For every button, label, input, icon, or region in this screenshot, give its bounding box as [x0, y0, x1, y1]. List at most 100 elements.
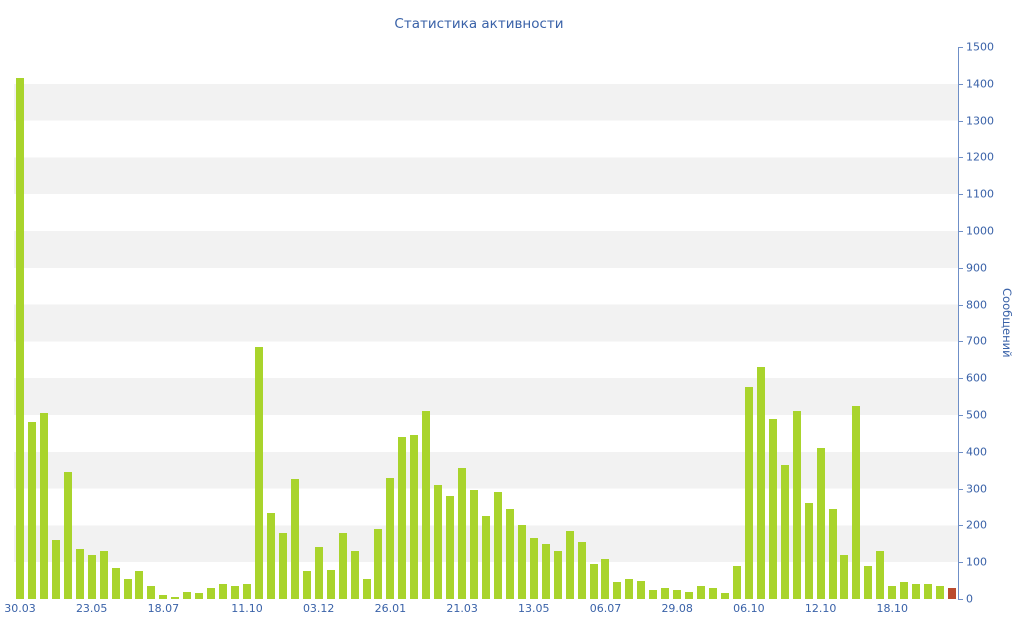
y-tick-label: 300 — [966, 482, 987, 496]
bar — [900, 582, 909, 599]
bar — [278, 533, 287, 599]
bar — [697, 586, 706, 599]
y-tick-label: 700 — [966, 334, 987, 348]
bar — [649, 590, 658, 599]
x-tick-label: 26.01 — [374, 602, 407, 615]
bar — [195, 593, 204, 599]
bar — [219, 584, 228, 599]
y-tick-mark — [959, 562, 963, 564]
bar — [326, 570, 335, 599]
bar — [637, 581, 646, 599]
bar — [924, 584, 933, 599]
y-tick-mark — [959, 120, 963, 122]
y-tick-mark — [959, 599, 963, 600]
bar — [51, 540, 60, 599]
y-tick-mark — [959, 194, 963, 196]
bar — [434, 485, 443, 599]
bar — [410, 435, 419, 599]
y-tick-label: 1500 — [966, 40, 994, 54]
bar — [804, 503, 813, 599]
bar — [123, 579, 132, 599]
chart-title: Статистика активности — [394, 16, 564, 32]
x-tick-label: 29.08 — [661, 602, 693, 615]
bar — [756, 367, 765, 599]
bar — [876, 551, 885, 599]
bar — [75, 549, 84, 599]
bar — [470, 490, 479, 599]
y-tick-label: 500 — [966, 408, 987, 422]
y-tick-mark — [959, 378, 963, 380]
bar — [840, 555, 849, 599]
bar — [661, 588, 670, 599]
y-tick-label: 100 — [966, 555, 987, 569]
bar — [577, 542, 586, 599]
bar — [446, 496, 455, 599]
bar — [338, 533, 347, 599]
bar — [314, 547, 323, 599]
y-tick-label: 1200 — [966, 150, 994, 164]
x-tick-label: 18.10 — [876, 602, 909, 615]
y-tick-label: 800 — [966, 298, 987, 312]
x-tick-label: 21.03 — [446, 602, 478, 615]
bar — [243, 584, 251, 599]
bar — [27, 422, 36, 599]
bar — [625, 579, 634, 599]
bar — [768, 419, 777, 599]
bar — [517, 525, 526, 599]
y-tick-mark — [959, 231, 963, 232]
bar — [493, 492, 502, 599]
bar — [709, 588, 718, 599]
bar — [529, 538, 538, 599]
bar — [888, 586, 897, 599]
bar — [183, 592, 192, 599]
bar — [816, 448, 825, 599]
bar — [685, 592, 694, 599]
bar — [541, 544, 550, 599]
y-tick-label: 1400 — [966, 77, 994, 91]
bar — [732, 566, 741, 599]
y-tick-mark — [959, 83, 963, 85]
bar — [111, 568, 120, 599]
bar — [673, 590, 682, 599]
y-tick-mark — [959, 525, 963, 527]
bar — [135, 571, 144, 599]
bar — [39, 413, 48, 599]
y-tick-label: 900 — [966, 261, 987, 275]
y-tick-mark — [959, 488, 963, 490]
bar — [147, 586, 156, 599]
bar — [780, 465, 789, 599]
x-tick-label: 23.05 — [75, 602, 108, 615]
y-tick-label: 1300 — [966, 114, 994, 128]
bar — [422, 411, 431, 599]
bar — [15, 78, 24, 599]
x-tick-label: 12.10 — [804, 602, 837, 615]
x-tick-label: 06.07 — [589, 602, 622, 615]
bar — [948, 588, 957, 599]
bar — [505, 509, 514, 599]
x-tick-label: 11.10 — [231, 602, 263, 615]
bar — [398, 437, 407, 599]
bar — [744, 387, 753, 599]
y-tick-label: 200 — [966, 518, 987, 532]
bar — [482, 516, 490, 599]
bar — [553, 551, 562, 599]
y-tick-mark — [959, 267, 963, 269]
bar — [386, 478, 395, 599]
bar — [254, 347, 263, 599]
y-tick-mark — [959, 157, 963, 159]
y-tick-mark — [959, 47, 963, 48]
x-tick-label: 30.03 — [4, 602, 36, 615]
bar — [350, 551, 359, 599]
y-tick-mark — [959, 451, 963, 453]
bar — [231, 586, 240, 599]
bar — [936, 586, 945, 599]
y-tick-label: 0 — [966, 592, 973, 606]
x-tick-label: 13.05 — [518, 602, 550, 615]
bar — [99, 551, 108, 599]
bar — [792, 411, 801, 599]
bar — [159, 595, 168, 599]
bar — [374, 529, 383, 599]
bar — [828, 509, 837, 599]
bar — [912, 584, 921, 599]
y-axis-line — [958, 47, 959, 600]
